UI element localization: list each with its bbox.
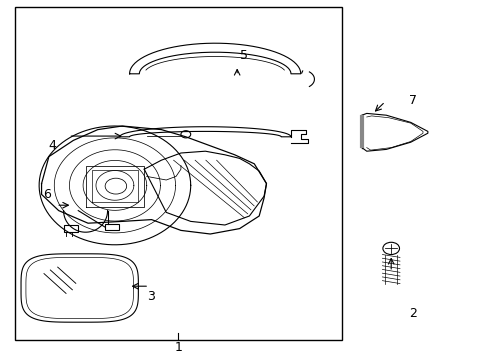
- Text: 1: 1: [174, 341, 182, 354]
- Bar: [15, 7, 342, 340]
- Text: 3: 3: [146, 291, 154, 303]
- Text: 7: 7: [408, 94, 416, 107]
- Text: 5: 5: [240, 49, 248, 62]
- Text: 2: 2: [408, 307, 416, 320]
- Text: 4: 4: [48, 139, 56, 152]
- Text: 6: 6: [43, 188, 51, 201]
